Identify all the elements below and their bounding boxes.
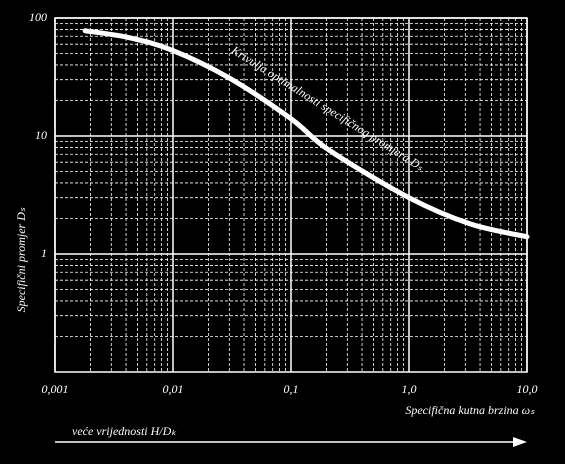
arrow-head — [513, 437, 527, 447]
arrow-label: veće vrijednosti H/Dₖ — [72, 424, 177, 438]
plot-frame — [54, 17, 528, 373]
x-tick-label: 10,0 — [517, 382, 538, 396]
x-tick-label: 1,0 — [402, 382, 417, 396]
y-tick-label: 100 — [29, 10, 47, 24]
x-axis-title: Specifična kutna brzina ωₛ — [405, 403, 535, 417]
curve — [82, 28, 530, 240]
x-tick-label: 0,1 — [284, 382, 299, 396]
y-axis-title: Specifični promjer Dₛ — [14, 207, 28, 312]
x-tick-label: 0,01 — [163, 382, 184, 396]
y-tick-label: 10 — [35, 128, 47, 142]
y-tick-label: 1 — [41, 246, 47, 260]
x-tick-label: 0,001 — [42, 382, 69, 396]
